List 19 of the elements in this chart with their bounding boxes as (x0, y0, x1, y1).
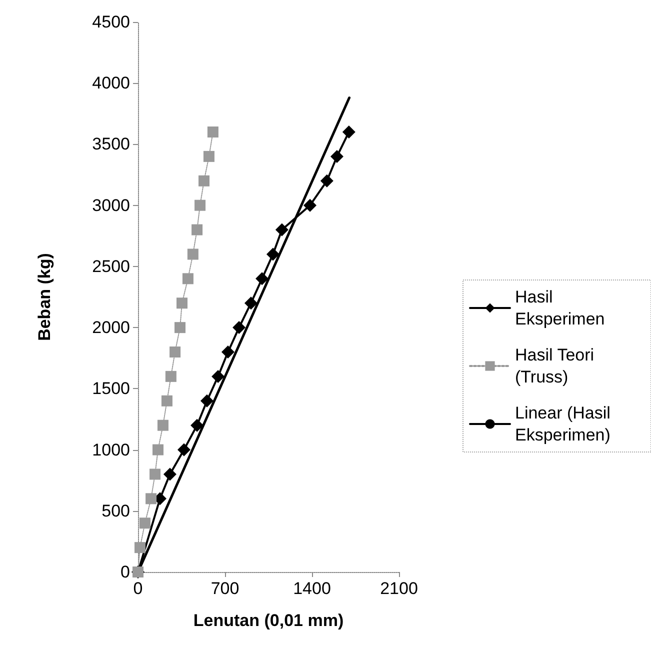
y-tick-label: 0 (120, 562, 130, 582)
x-tick-label: 1400 (293, 579, 331, 598)
x-tick-label: 2100 (380, 579, 418, 598)
legend-label: Hasil Teori (Truss) (515, 346, 599, 386)
y-tick-label: 3000 (92, 196, 130, 215)
y-tick-label: 2500 (92, 256, 130, 276)
x-tick-label: 0 (133, 579, 143, 598)
x-tick-label: 700 (210, 579, 240, 598)
y-axis-title: Beban (kg) (35, 253, 54, 341)
y-tick-label: 3500 (92, 134, 130, 154)
x-axis-title: Lenutan (0,01 mm) (193, 611, 344, 630)
y-tick-label: 500 (102, 501, 130, 520)
legend-label: Hasil Eksperimen (515, 288, 605, 328)
legend-label: Linear (Hasil Eksperimen) (515, 404, 616, 444)
y-tick-label: 1000 (92, 440, 130, 460)
y-tick-label: 1500 (92, 379, 130, 398)
y-tick-label: 4000 (92, 74, 130, 93)
y-tick-label: 2000 (92, 318, 130, 338)
y-tick-label: 4500 (92, 12, 130, 32)
